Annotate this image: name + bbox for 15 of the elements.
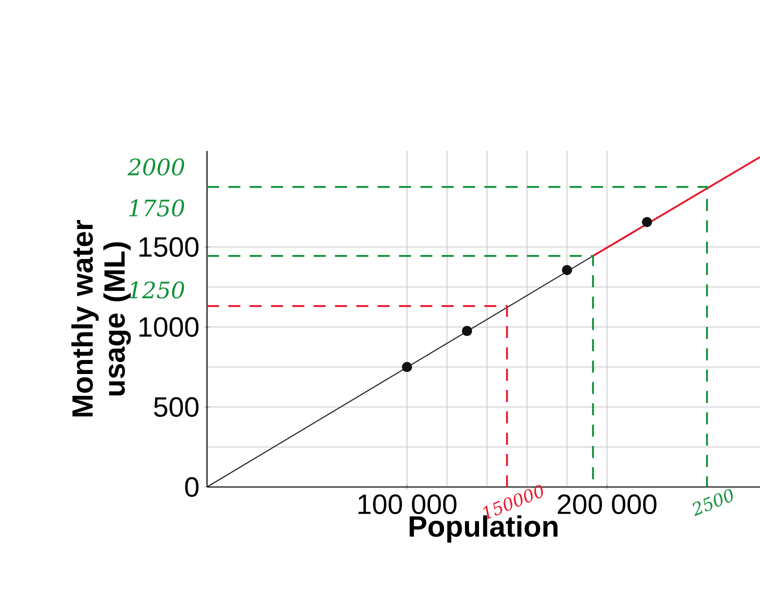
text: 1250 [129,281,184,299]
point [402,362,412,372]
annotation: 2500 [692,488,733,516]
point [642,216,652,228]
y-tick-label: 1000 [139,317,199,337]
y-tick-label: 500 [154,397,199,417]
point [562,264,572,276]
y-tick-label: 1500 [139,237,199,257]
x-tick-label: 200 000 [558,494,656,514]
y-axis-title: Monthly water usage (ML) [71,220,131,416]
text: 2000 [128,158,184,176]
x-tick-label: 100 000 [358,494,456,514]
y-tick-label: 0 [185,477,199,497]
point [462,326,472,336]
text: 1750 [129,199,184,217]
